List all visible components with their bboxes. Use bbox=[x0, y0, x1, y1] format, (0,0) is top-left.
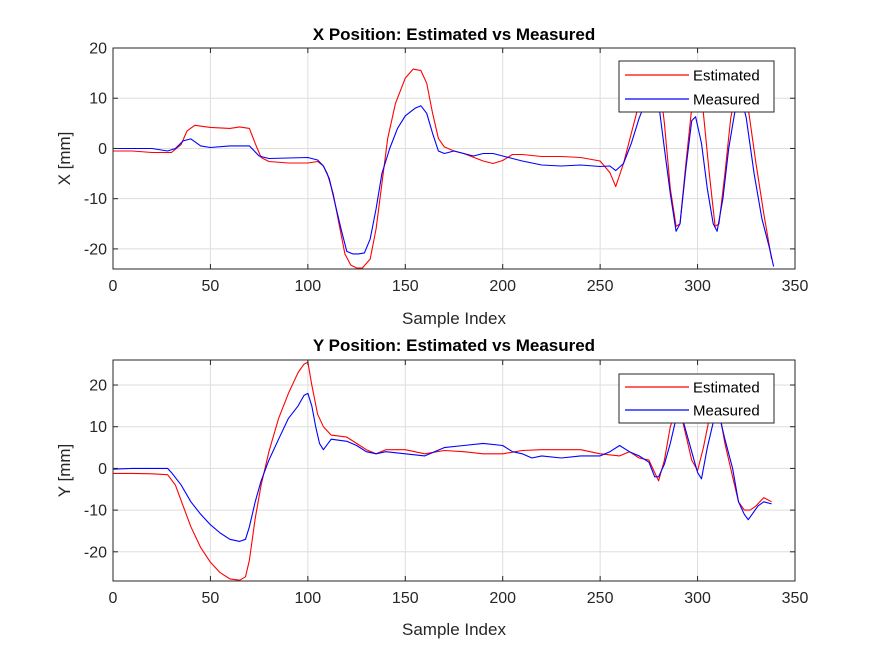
y-chart-ytick-label: -20 bbox=[84, 544, 107, 561]
y-chart-measured-line bbox=[113, 392, 772, 542]
y-chart-legend: Estimated Measured bbox=[618, 373, 775, 424]
x-chart-xtick-label: 0 bbox=[109, 278, 118, 295]
x-chart-xtick-label: 100 bbox=[295, 278, 322, 295]
y-chart-xtick-label: 0 bbox=[109, 590, 118, 607]
x-chart-xlabel: Sample Index bbox=[402, 309, 506, 328]
x-chart-ytick-label: -10 bbox=[84, 191, 107, 208]
y-chart-ytick-label: 20 bbox=[89, 378, 107, 395]
y-chart-ticks: 0 50 100 150 200 250 300 350 -20 -10 0 10 20 bbox=[84, 360, 809, 607]
x-chart-ytick-label: 20 bbox=[89, 41, 107, 58]
x-chart-legend-box bbox=[618, 60, 775, 113]
y-chart-ylabel: Y [mm] bbox=[55, 444, 74, 498]
y-chart-ytick-label: 0 bbox=[98, 461, 107, 478]
x-chart-xtick-label: 300 bbox=[684, 278, 711, 295]
x-chart-axes-box bbox=[112, 47, 796, 270]
x-chart-measured-line bbox=[113, 87, 775, 267]
x-chart-xtick-label: 350 bbox=[782, 278, 809, 295]
x-chart-legend-estimated-label: Estimated bbox=[693, 68, 760, 85]
x-chart-ticks: 0 50 100 150 200 250 300 350 -20 -10 0 10 20 bbox=[84, 41, 809, 296]
y-chart-series-group bbox=[113, 361, 772, 581]
y-chart-xtick-label: 300 bbox=[684, 590, 711, 607]
x-chart-legend-measured-label: Measured bbox=[693, 92, 760, 109]
y-chart-legend-measured-label: Measured bbox=[693, 403, 760, 420]
y-chart-legend-estimated-label: Estimated bbox=[693, 380, 760, 397]
x-chart-ytick-label: -20 bbox=[84, 241, 107, 258]
y-chart-xtick-label: 250 bbox=[587, 590, 614, 607]
y-chart-xtick-label: 50 bbox=[202, 590, 220, 607]
x-chart-ylabel: X [mm] bbox=[55, 132, 74, 186]
y-chart-grid bbox=[113, 360, 795, 581]
x-chart-title: X Position: Estimated vs Measured bbox=[313, 25, 595, 44]
x-chart-xtick-label: 50 bbox=[202, 278, 220, 295]
y-chart-title: Y Position: Estimated vs Measured bbox=[313, 336, 595, 355]
y-chart-ytick-label: 10 bbox=[89, 419, 107, 436]
y-chart-xtick-label: 350 bbox=[782, 590, 809, 607]
y-chart-xtick-label: 200 bbox=[489, 590, 516, 607]
x-chart-xtick-label: 250 bbox=[587, 278, 614, 295]
x-chart-ytick-label: 0 bbox=[98, 141, 107, 158]
x-chart-xtick-label: 200 bbox=[489, 278, 516, 295]
y-position-chart: 0 50 100 150 200 250 300 350 -20 -10 0 10 20 Y Posit… bbox=[55, 336, 808, 639]
y-chart-xlabel: Sample Index bbox=[402, 620, 506, 639]
x-position-chart: 0 50 100 150 200 250 300 350 -20 -10 0 10 20 X Posit… bbox=[55, 25, 808, 328]
x-chart-xtick-label: 150 bbox=[392, 278, 419, 295]
x-chart-ytick-label: 10 bbox=[89, 91, 107, 108]
y-chart-estimated-line bbox=[113, 361, 772, 581]
y-chart-xtick-label: 150 bbox=[392, 590, 419, 607]
y-chart-ytick-label: -10 bbox=[84, 503, 107, 520]
y-chart-legend-box bbox=[618, 373, 775, 424]
y-chart-axes-box bbox=[112, 359, 796, 582]
x-chart-legend: Estimated Measured bbox=[618, 60, 775, 113]
y-chart-xtick-label: 100 bbox=[295, 590, 322, 607]
